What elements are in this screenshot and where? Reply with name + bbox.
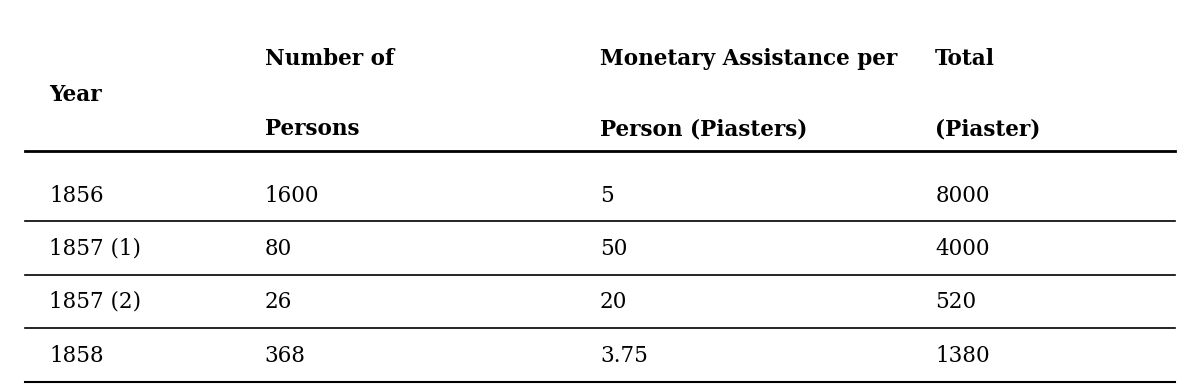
Text: 520: 520 — [935, 291, 977, 313]
Text: 368: 368 — [265, 345, 306, 367]
Text: (Piaster): (Piaster) — [935, 118, 1040, 140]
Text: 1380: 1380 — [935, 345, 990, 367]
Text: Year: Year — [49, 84, 102, 106]
Text: Number of: Number of — [265, 48, 394, 70]
Text: Person (Piasters): Person (Piasters) — [600, 118, 808, 140]
Text: 80: 80 — [265, 238, 292, 260]
Text: 3.75: 3.75 — [600, 345, 648, 367]
Text: Persons: Persons — [265, 118, 359, 140]
Text: 26: 26 — [265, 291, 292, 313]
Text: 1857 (2): 1857 (2) — [49, 291, 142, 313]
Text: Total: Total — [935, 48, 995, 70]
Text: 1857 (1): 1857 (1) — [49, 238, 142, 260]
Text: 5: 5 — [600, 185, 613, 207]
Text: 1600: 1600 — [265, 185, 319, 207]
Text: 1858: 1858 — [49, 345, 104, 367]
Text: 1856: 1856 — [49, 185, 104, 207]
Text: 20: 20 — [600, 291, 628, 313]
Text: 8000: 8000 — [935, 185, 990, 207]
Text: Monetary Assistance per: Monetary Assistance per — [600, 48, 898, 70]
Text: 4000: 4000 — [935, 238, 990, 260]
Text: 50: 50 — [600, 238, 628, 260]
